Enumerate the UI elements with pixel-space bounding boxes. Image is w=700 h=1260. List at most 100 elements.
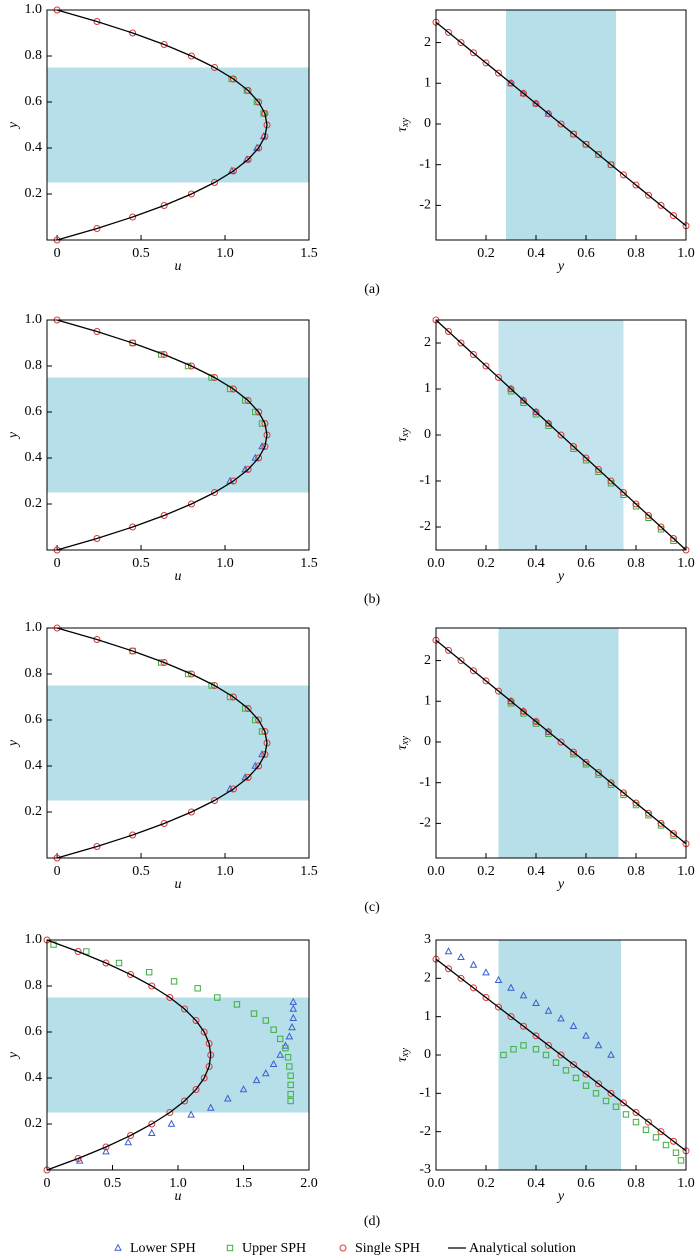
highlight-band (47, 377, 309, 493)
x-tick-label: 0.6 (577, 246, 595, 261)
x-tick-label: 0.5 (132, 864, 150, 879)
x-tick-label: 0.8 (627, 864, 645, 879)
data-point (595, 1080, 602, 1088)
x-tick-label: 1.0 (216, 246, 234, 261)
y-tick-label: -2 (419, 816, 431, 831)
x-tick-label: 0.2 (477, 246, 495, 261)
y-tick-label: 0.6 (25, 1024, 43, 1039)
data-point (482, 362, 490, 370)
y-tick-label: 0.6 (25, 94, 43, 109)
data-point (607, 477, 615, 485)
data-point (252, 1075, 261, 1084)
data-point (582, 1070, 590, 1078)
x-tick-label: 1.5 (300, 246, 318, 261)
y-tick-label: -3 (419, 1162, 431, 1177)
y-axis-label: y (6, 121, 21, 130)
highlight-band (47, 67, 309, 183)
data-point (102, 1143, 110, 1151)
plot-frame (46, 319, 310, 551)
data-point (289, 1013, 298, 1021)
x-axis-label: y (556, 1189, 565, 1204)
analytical-line (435, 958, 687, 1152)
plot-frame (46, 627, 310, 859)
x-tick-label: 0.0 (427, 1176, 445, 1191)
y-axis-symbol: y (6, 121, 21, 130)
data-point (276, 1050, 285, 1058)
data-point (160, 202, 168, 209)
x-tick-label: 1.0 (216, 864, 234, 879)
data-point (445, 965, 452, 973)
y-axis-symbol: τ (395, 436, 410, 442)
y-tick-label: 0 (424, 1047, 431, 1062)
data-point (582, 1031, 590, 1039)
x-tick-label: 0.5 (104, 1176, 122, 1191)
data-point (244, 87, 252, 94)
data-point (102, 1147, 110, 1155)
data-point (445, 328, 452, 335)
y-tick-label: -2 (419, 1124, 431, 1139)
data-point (542, 1051, 550, 1059)
data-point (206, 1103, 215, 1111)
x-tick-label: 0.8 (627, 1176, 645, 1191)
analytical-line (56, 9, 268, 241)
data-point (229, 477, 237, 485)
y-tick-label: 0.8 (25, 358, 43, 373)
legend-marker (339, 1244, 347, 1252)
data-point (284, 1054, 292, 1061)
y-tick-label: 0.4 (25, 140, 43, 155)
data-point (582, 140, 590, 148)
data-point (470, 351, 477, 358)
x-tick-label: 0.2 (477, 864, 495, 879)
data-point (545, 110, 552, 118)
data-point (255, 716, 263, 724)
legend-marker (226, 1244, 234, 1252)
data-point (482, 968, 490, 976)
data-point (510, 1046, 517, 1053)
data-point (255, 454, 263, 462)
data-point (233, 1001, 241, 1008)
data-point (557, 738, 565, 746)
data-point (469, 960, 478, 968)
x-tick-label: 1.0 (677, 1176, 695, 1191)
y-tick-label: 0.4 (25, 450, 43, 465)
data-point (269, 1059, 278, 1067)
data-point (457, 974, 465, 982)
data-point (620, 789, 627, 797)
y-tick-label: -2 (419, 198, 431, 213)
panel-label: (a) (364, 282, 380, 297)
x-tick-label: 1.0 (677, 556, 695, 571)
data-point (102, 959, 110, 967)
y-tick-label: 0.6 (25, 404, 43, 419)
data-point (645, 1118, 652, 1126)
data-point (507, 1013, 515, 1021)
x-tick-label: 1.5 (300, 556, 318, 571)
x-axis-label: y (556, 259, 565, 274)
data-point (445, 646, 452, 654)
analytical-line (435, 639, 687, 845)
data-point (285, 1032, 294, 1040)
data-point (239, 1085, 248, 1093)
legend-label: Lower SPH (130, 1241, 196, 1256)
data-point (258, 750, 266, 758)
x-tick-label: 0.4 (527, 1176, 545, 1191)
data-point (595, 466, 602, 473)
data-point (470, 984, 477, 992)
data-point (632, 500, 640, 508)
data-point (211, 179, 219, 186)
y-tick-label: 0.2 (25, 496, 43, 511)
y-axis-label: τxy (395, 117, 411, 131)
data-point (552, 1059, 560, 1066)
data-point (129, 29, 137, 37)
data-point (569, 1021, 578, 1030)
data-point (127, 971, 135, 978)
data-point (200, 1074, 208, 1082)
y-tick-label: 1.0 (25, 932, 43, 947)
data-point (166, 1109, 174, 1116)
x-tick-label: 0.6 (577, 556, 595, 571)
data-point (160, 659, 168, 666)
y-tick-label: 2 (424, 35, 431, 50)
data-point (250, 1010, 258, 1017)
data-point (495, 374, 502, 381)
data-point (187, 670, 195, 678)
